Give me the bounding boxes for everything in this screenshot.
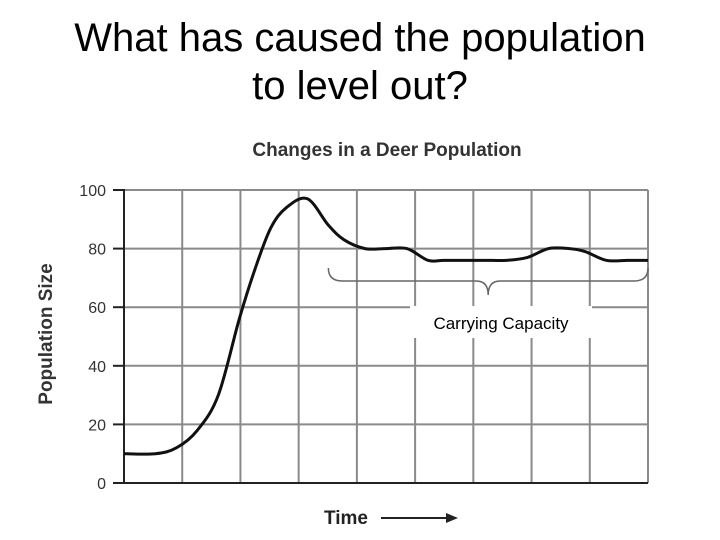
slide-title-line-1: What has caused the population (74, 16, 646, 60)
slide-title: What has caused the population to level … (0, 14, 720, 110)
slide-title-line-2: to level out? (252, 64, 468, 108)
y-tick-label: 20 (88, 417, 106, 434)
y-tick-label: 0 (97, 476, 106, 493)
y-tick-label: 60 (88, 300, 106, 317)
capacity-label-box (410, 306, 592, 338)
x-axis-label: Time (324, 508, 368, 529)
carrying-capacity-annotation: Carrying Capacity (327, 267, 649, 338)
time-arrow-icon (381, 513, 458, 523)
capacity-label: Carrying Capacity (433, 314, 569, 333)
chart-series-layer (123, 196, 649, 456)
y-tick-label: 80 (88, 242, 106, 259)
y-tick-label: 40 (88, 359, 106, 376)
population-line (123, 196, 648, 456)
chart-title: Changes in a Deer Population (252, 140, 521, 161)
y-axis-label: Population Size (36, 263, 57, 404)
capacity-brace (327, 267, 649, 296)
y-tick-label: 100 (79, 183, 106, 200)
chart-axes: 0 20 40 60 80 100 (79, 183, 648, 493)
